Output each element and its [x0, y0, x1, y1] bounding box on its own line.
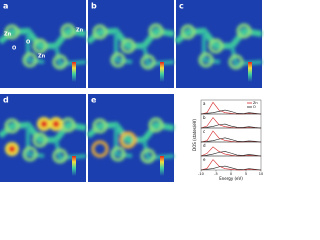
dos-line	[200, 159, 262, 171]
panel-label: c	[179, 2, 184, 11]
density-ring	[52, 148, 68, 164]
atom-label: Zn	[76, 28, 84, 34]
hot-spot-core	[40, 120, 48, 128]
panel-label: e	[91, 96, 97, 105]
atom-label: O	[26, 40, 30, 46]
density-ring	[60, 23, 76, 39]
density-ring	[22, 52, 38, 68]
density-ring	[92, 24, 108, 40]
subpanel-label: b	[203, 115, 206, 120]
density-blobs	[174, 23, 263, 70]
legend-label: O	[253, 105, 256, 109]
hot-spot-core	[8, 145, 16, 153]
x-axis-label: Energy (eV)	[219, 176, 243, 181]
colorbar	[248, 62, 252, 82]
density-map: d	[0, 94, 87, 182]
density-band	[114, 31, 175, 67]
legend-label: Zn	[253, 101, 258, 105]
x-tick-label: 5	[245, 172, 247, 176]
dos-line	[200, 123, 262, 129]
density-ring	[228, 54, 244, 70]
density-band	[26, 125, 87, 161]
dos-line	[200, 151, 262, 157]
colorbar	[160, 156, 164, 176]
density-band	[26, 31, 87, 67]
density-band	[174, 27, 263, 49]
subpanel-label: a	[203, 101, 206, 106]
density-ring	[140, 54, 156, 70]
density-ring	[32, 38, 48, 54]
panel-label: a	[3, 2, 8, 11]
dos-line	[200, 130, 262, 143]
density-map: b	[86, 0, 175, 88]
density-ring	[236, 23, 252, 39]
density-ring	[110, 146, 126, 162]
atom-label: Zn	[38, 54, 46, 60]
dos-line	[200, 101, 262, 115]
density-blobs	[0, 23, 87, 70]
hot-ring	[91, 140, 109, 158]
hot-spot-core	[52, 120, 60, 128]
density-blobs	[0, 117, 87, 164]
density-map: e	[86, 94, 175, 182]
density-ring	[208, 38, 224, 54]
x-tick-label: 10	[259, 172, 263, 176]
dos-line	[200, 146, 262, 157]
x-tick-label: -5	[214, 172, 218, 176]
density-ring	[120, 38, 136, 54]
density-blobs	[86, 117, 175, 164]
subpanel-label: e	[203, 157, 206, 162]
density-ring	[4, 24, 20, 40]
dos-line	[200, 117, 262, 129]
density-ring	[148, 23, 164, 39]
density-band	[0, 121, 87, 143]
density-band	[202, 31, 263, 67]
density-band	[0, 27, 87, 49]
colorbar	[72, 62, 76, 82]
x-tick-label: -10	[198, 172, 204, 176]
dos-line	[200, 137, 262, 143]
hot-ring	[119, 131, 137, 149]
density-ring	[140, 148, 156, 164]
atom-label: Zn	[4, 32, 12, 38]
dos-line	[200, 109, 262, 115]
density-ring	[32, 132, 48, 148]
y-axis-label: DOS (states/eV)	[192, 119, 197, 151]
subpanel-label: c	[203, 129, 205, 134]
density-map: a	[0, 0, 87, 88]
atom-label: O	[12, 46, 16, 52]
density-band	[86, 121, 175, 143]
dos-line	[200, 165, 262, 171]
density-ring	[180, 24, 196, 40]
colorbar	[72, 156, 76, 176]
density-ring	[148, 117, 164, 133]
density-ring	[110, 52, 126, 68]
density-ring	[198, 52, 214, 68]
panel-label: b	[91, 2, 97, 11]
x-tick-label: 0	[230, 172, 232, 176]
density-ring	[92, 118, 108, 134]
density-ring	[22, 146, 38, 162]
density-band	[86, 27, 175, 49]
density-blobs	[86, 23, 175, 70]
panel-label: d	[3, 96, 9, 105]
subpanel-label: d	[203, 143, 206, 148]
density-ring	[52, 54, 68, 70]
density-map: c	[174, 0, 263, 88]
density-band	[114, 125, 175, 161]
density-ring	[4, 118, 20, 134]
colorbar	[160, 62, 164, 82]
